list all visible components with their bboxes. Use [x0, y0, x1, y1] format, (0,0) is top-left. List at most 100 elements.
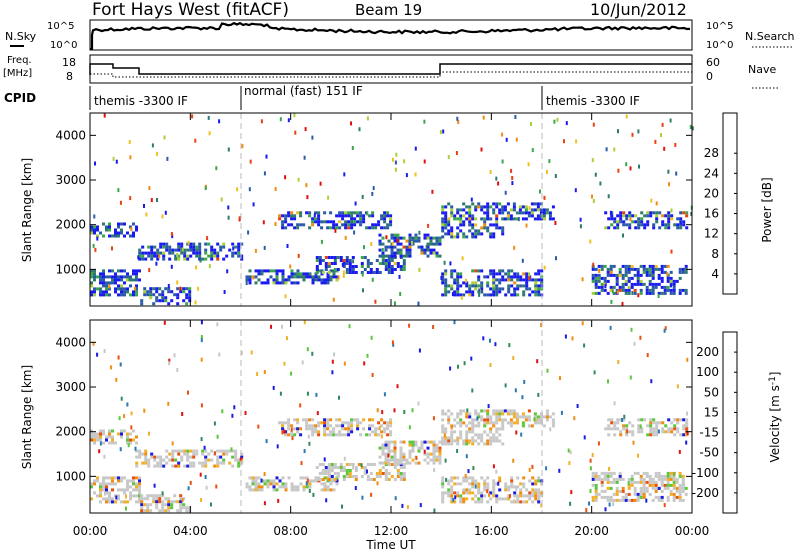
echo-speckle [171, 234, 174, 239]
echo-cell [341, 427, 345, 431]
echo-cell [503, 409, 507, 413]
echo-speckle [396, 384, 399, 389]
echo-cell [351, 256, 355, 259]
echo-cell [498, 479, 502, 483]
echo-cell [657, 291, 661, 295]
echo-speckle [327, 195, 330, 200]
echo-cell [655, 430, 659, 434]
echo-cell [474, 433, 478, 437]
echo-speckle [592, 199, 595, 203]
x-tick-label: 16:00 [474, 524, 509, 538]
echo-cell [378, 475, 382, 478]
echo-cell [551, 217, 555, 221]
echo-cell [450, 476, 454, 480]
echo-speckle [626, 429, 629, 434]
echo-speckle [208, 264, 211, 269]
echo-speckle [573, 416, 576, 421]
echo-speckle [125, 494, 127, 499]
echo-cell [207, 452, 211, 456]
echo-cell [105, 435, 108, 439]
echo-speckle [478, 292, 481, 297]
echo-cell [637, 223, 641, 227]
echo-cell [180, 245, 184, 249]
echo-cell [155, 503, 159, 507]
echo-cell [501, 208, 505, 212]
echo-cell [374, 430, 378, 434]
echo-cell [495, 415, 499, 419]
echo-cell [513, 275, 517, 279]
echo-cell [501, 205, 505, 209]
echo-cell [102, 476, 105, 480]
echo-cell [389, 433, 393, 437]
echo-cell [378, 254, 382, 258]
echo-cell [335, 482, 339, 486]
echo-cell [450, 275, 454, 279]
echo-cell [512, 409, 516, 413]
echo-cell [444, 442, 448, 446]
echo-speckle [394, 160, 397, 165]
echo-cell [507, 272, 511, 276]
echo-cell [120, 479, 123, 483]
colorbar-tick-label: -100 [692, 466, 719, 480]
echo-cell [492, 439, 496, 443]
echo-cell [450, 479, 454, 483]
echo-speckle [631, 291, 634, 295]
echo-cell [281, 427, 285, 431]
echo-cell [387, 472, 391, 475]
echo-cell [254, 476, 258, 480]
echo-speckle [387, 453, 390, 458]
echo-cell [347, 226, 351, 230]
echo-cell [630, 267, 634, 271]
echo-cell [515, 211, 519, 215]
echo-speckle [660, 133, 662, 138]
echo-cell [618, 474, 622, 478]
echo-cell [96, 432, 99, 436]
echo-cell [333, 268, 337, 271]
echo-cell [468, 208, 472, 212]
echo-cell [126, 287, 129, 291]
echo-cell [204, 461, 208, 465]
echo-cell [111, 500, 114, 504]
echo-cell [296, 269, 300, 273]
echo-cell [155, 494, 159, 498]
echo-cell [513, 281, 517, 285]
echo-speckle [556, 117, 559, 122]
echo-speckle [130, 425, 133, 430]
echo-cell [673, 418, 677, 422]
echo-cell [477, 488, 481, 492]
echo-speckle [305, 183, 308, 188]
echo-speckle [216, 434, 219, 439]
echo-cell [287, 214, 291, 218]
echo-speckle [663, 146, 666, 151]
echo-cell [636, 492, 640, 496]
echo-cell [159, 458, 163, 462]
echo-cell [654, 483, 658, 487]
echo-cell [483, 421, 487, 425]
echo-cell [123, 293, 126, 297]
echo-cell [408, 443, 412, 447]
echo-cell [317, 214, 321, 218]
echo-cell [633, 288, 637, 292]
echo-cell [504, 488, 508, 492]
echo-cell [129, 479, 132, 483]
echo-cell [417, 449, 421, 453]
echo-cell [311, 424, 315, 428]
echo-cell [513, 272, 517, 276]
echo-cell [486, 500, 490, 504]
echo-cell [411, 458, 415, 462]
echo-cell [507, 284, 511, 288]
echo-cell [272, 482, 276, 486]
echo-cell [489, 415, 493, 419]
echo-cell [408, 236, 412, 240]
echo-speckle [386, 476, 389, 481]
echo-cell [606, 291, 610, 295]
echo-cell [633, 267, 637, 271]
echo-cell [96, 228, 99, 232]
echo-speckle [366, 353, 369, 358]
echo-cell [317, 217, 321, 221]
echo-cell [594, 273, 598, 277]
echo-cell [429, 440, 433, 444]
echo-cell [219, 245, 223, 249]
echo-speckle [528, 206, 531, 211]
